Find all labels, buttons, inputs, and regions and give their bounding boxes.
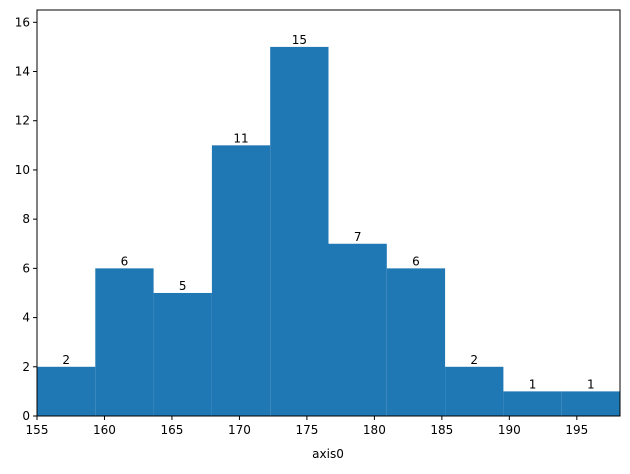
x-tick-label: 175 <box>295 423 318 437</box>
x-tick-label: 195 <box>565 423 588 437</box>
y-tick-label: 16 <box>15 15 30 29</box>
y-tick-label: 14 <box>15 65 30 79</box>
y-tick-label: 8 <box>22 212 30 226</box>
bar <box>386 268 446 416</box>
plot-frame <box>36 9 621 417</box>
data-label: 15 <box>292 33 307 47</box>
x-tick-label: 180 <box>363 423 386 437</box>
x-tick-label: 160 <box>93 423 116 437</box>
x-tick-label: 170 <box>228 423 251 437</box>
x-axis-label: axis0 <box>312 447 344 461</box>
y-tick-label: 2 <box>22 360 30 374</box>
x-tick-label: 165 <box>161 423 184 437</box>
bar <box>328 243 387 416</box>
x-tick-label: 185 <box>430 423 453 437</box>
bar <box>270 46 329 417</box>
x-tick-label: 155 <box>26 423 49 437</box>
y-tick-label: 10 <box>15 163 30 177</box>
data-label: 2 <box>62 353 70 367</box>
y-tick-label: 12 <box>15 114 30 128</box>
data-label: 5 <box>179 279 187 293</box>
bar <box>561 391 620 416</box>
bar <box>211 145 271 417</box>
data-label: 2 <box>470 353 478 367</box>
bar <box>153 292 212 416</box>
bar <box>37 366 96 416</box>
data-label: 6 <box>412 254 420 268</box>
data-label: 7 <box>354 230 362 244</box>
y-tick-label: 0 <box>22 409 30 423</box>
data-label: 6 <box>121 254 129 268</box>
bar <box>445 366 504 416</box>
data-label: 1 <box>529 377 537 391</box>
bar <box>503 391 562 416</box>
y-tick-label: 4 <box>22 311 30 325</box>
data-label: 1 <box>587 377 595 391</box>
bar <box>95 268 154 416</box>
x-tick-label: 190 <box>498 423 521 437</box>
y-tick-label: 6 <box>22 261 30 275</box>
data-label: 11 <box>233 131 248 145</box>
